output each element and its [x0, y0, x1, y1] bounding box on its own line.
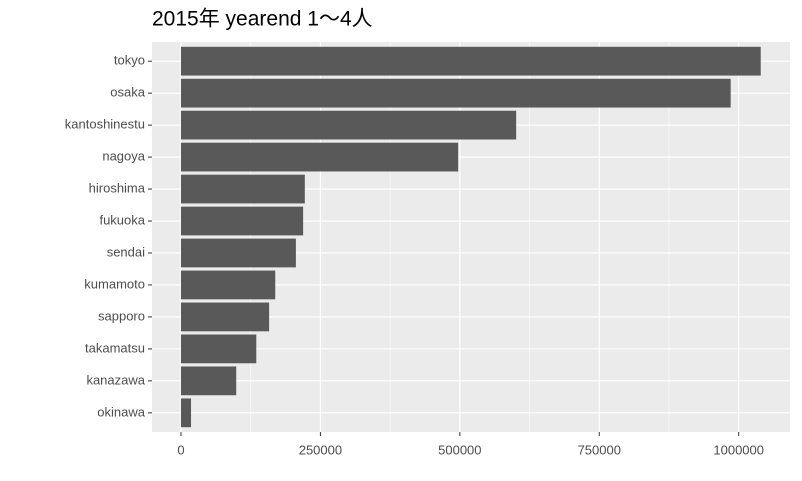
y-tick-label: nagoya: [102, 149, 145, 164]
y-tick-label: tokyo: [114, 53, 145, 68]
bar: [181, 110, 517, 140]
bar: [181, 270, 276, 300]
x-tick-label: 250000: [299, 442, 342, 457]
bar: [181, 302, 270, 332]
bar: [181, 78, 731, 108]
x-tick-label: 500000: [438, 442, 481, 457]
x-tick-label: 1000000: [713, 442, 764, 457]
x-tick-label: 750000: [578, 442, 621, 457]
y-tick-label: kanazawa: [86, 372, 145, 387]
bar: [181, 238, 296, 268]
bar: [181, 142, 459, 172]
bar: [181, 366, 237, 396]
bar: [181, 206, 304, 236]
bar: [181, 398, 192, 428]
y-tick-label: fukuoka: [99, 212, 145, 227]
y-tick-label: kantoshinestu: [65, 117, 145, 132]
y-tick-label: hiroshima: [89, 180, 146, 195]
y-tick-label: osaka: [110, 85, 145, 100]
y-tick-label: sendai: [107, 244, 145, 259]
bar: [181, 174, 305, 204]
x-tick-label: 0: [177, 442, 184, 457]
bar: [181, 46, 761, 76]
y-tick-label: takamatsu: [85, 340, 145, 355]
y-tick-label: kumamoto: [84, 276, 145, 291]
y-tick-label: okinawa: [97, 404, 145, 419]
chart-title: 2015年 yearend 1～4人: [152, 8, 373, 31]
y-tick-label: sapporo: [98, 308, 145, 323]
bar: [181, 334, 257, 364]
